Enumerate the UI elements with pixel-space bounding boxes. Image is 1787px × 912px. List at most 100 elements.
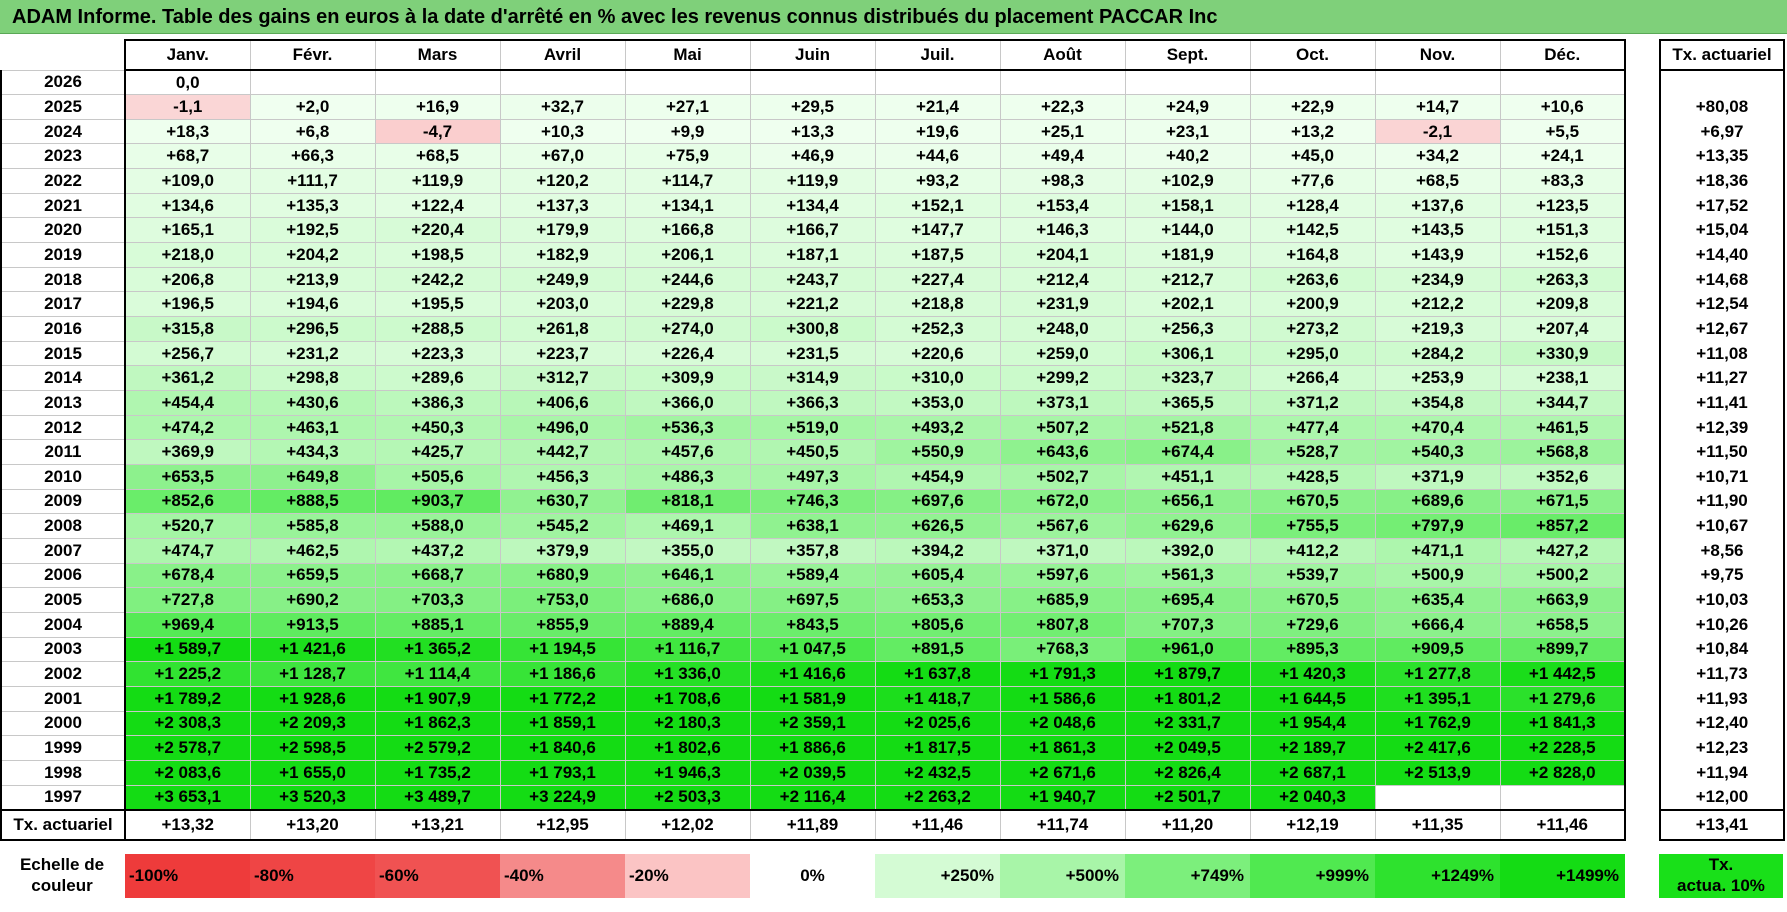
tx-actuariel-table: Tx. actuariel +80,08 +6,97 +13,35 +18,36 +17…	[1659, 39, 1785, 841]
gain-cell: +888,5	[249, 488, 376, 515]
table-row: 2018 +206,8 +213,9 +242,2 +249,9 +244,6 +243,7…	[0, 266, 1626, 293]
month-header-3: Mars	[374, 39, 501, 71]
gain-cell: +68,5	[1374, 168, 1501, 194]
legend-swatch: -80%	[250, 854, 375, 898]
gain-cell: +697,6	[874, 488, 1001, 515]
gain-cell: +365,5	[1124, 390, 1251, 416]
gain-cell: +22,9	[1249, 94, 1376, 120]
gain-cell: +663,9	[1499, 587, 1626, 613]
gain-cell: +10,6	[1499, 94, 1626, 120]
gain-cell: +146,3	[999, 217, 1126, 244]
legend-tx-line2: actua. 10%	[1677, 876, 1765, 895]
gain-cell: +164,8	[1249, 242, 1376, 268]
gain-cell: +1 644,5	[1249, 685, 1376, 712]
gain-cell: +539,7	[1249, 562, 1376, 589]
legend-swatch: +250%	[875, 854, 1000, 898]
gain-cell: +67,0	[499, 143, 626, 170]
gain-cell: +2 039,5	[749, 759, 876, 786]
gain-cell: +134,1	[624, 192, 751, 219]
year-label: 2003	[0, 636, 126, 663]
tx-cell: +12,54	[1659, 291, 1785, 318]
gain-cell: +77,6	[1249, 168, 1376, 194]
gain-cell: +1 841,3	[1499, 710, 1626, 737]
gain-cell: +685,9	[999, 587, 1126, 613]
gain-cell: +2 671,6	[999, 759, 1126, 786]
gain-cell: +6,8	[249, 118, 376, 145]
gain-cell: +355,0	[624, 537, 751, 564]
gain-cell: +561,3	[1124, 562, 1251, 589]
gain-cell: +366,3	[749, 390, 876, 416]
gain-cell: +1 194,5	[499, 636, 626, 663]
gain-cell: +306,1	[1124, 340, 1251, 367]
footer-tx-cell: +11,46	[1499, 808, 1626, 841]
gain-cell: +425,7	[374, 439, 501, 465]
year-label: 1999	[0, 735, 126, 761]
gain-cell: +2 040,3	[1249, 784, 1376, 811]
gain-cell: +805,6	[874, 611, 1001, 638]
gain-cell: +727,8	[124, 587, 251, 613]
gain-cell: +242,2	[374, 266, 501, 293]
gain-cell: +253,9	[1374, 365, 1501, 392]
gain-cell: +471,1	[1374, 537, 1501, 564]
gain-cell: +454,4	[124, 390, 251, 416]
gain-cell: +818,1	[624, 488, 751, 515]
tx-cell: +11,50	[1659, 439, 1785, 465]
gain-cell: +182,9	[499, 242, 626, 268]
gain-cell: +231,2	[249, 340, 376, 367]
gain-cell: +218,8	[874, 291, 1001, 318]
tx-cell: +11,41	[1659, 390, 1785, 416]
gain-cell: -2,1	[1374, 118, 1501, 145]
gain-cell: +134,4	[749, 192, 876, 219]
gain-cell: +142,5	[1249, 217, 1376, 244]
gain-cell: +229,8	[624, 291, 751, 318]
tx-cell: +14,40	[1659, 242, 1785, 268]
month-header-2: Févr.	[249, 39, 376, 71]
gain-cell: +288,5	[374, 316, 501, 342]
gain-cell: +437,2	[374, 537, 501, 564]
gain-cell: +114,7	[624, 168, 751, 194]
gain-cell	[1374, 69, 1501, 96]
table-row: 2009 +852,6 +888,5 +903,7 +630,7 +818,1 +746,3…	[0, 488, 1626, 515]
gain-cell: +1 946,3	[624, 759, 751, 786]
gain-cell	[874, 69, 1001, 96]
gain-cell: +1 416,6	[749, 661, 876, 687]
table-row: 1998 +2 083,6 +1 655,0 +1 735,2 +1 793,1 +1 9…	[0, 759, 1626, 786]
gain-cell: +218,0	[124, 242, 251, 268]
legend-label-line2: couleur	[31, 876, 93, 895]
gain-cell: +2 331,7	[1124, 710, 1251, 737]
gain-cell: +309,9	[624, 365, 751, 392]
gain-cell: +128,4	[1249, 192, 1376, 219]
table-row: 1997 +3 653,1 +3 520,3 +3 489,7 +3 224,9 +2 5…	[0, 784, 1626, 811]
gain-cell: +13,3	[749, 118, 876, 145]
year-label: 2017	[0, 291, 126, 318]
gain-cell: +330,9	[1499, 340, 1626, 367]
gain-cell: +807,8	[999, 611, 1126, 638]
gain-cell	[1374, 784, 1501, 811]
year-label: 2007	[0, 537, 126, 564]
gain-cell: +24,9	[1124, 94, 1251, 120]
year-label: 1997	[0, 784, 126, 811]
gain-cell: +695,4	[1124, 587, 1251, 613]
gain-cell: +536,3	[624, 414, 751, 441]
gain-cell: +768,3	[999, 636, 1126, 663]
gain-cell	[1249, 69, 1376, 96]
gain-cell: +497,3	[749, 464, 876, 490]
gain-cell: +707,3	[1124, 611, 1251, 638]
gain-cell: +1 789,2	[124, 685, 251, 712]
gain-cell: +314,9	[749, 365, 876, 392]
gain-cell: +567,6	[999, 513, 1126, 539]
gain-cell: +1 907,9	[374, 685, 501, 712]
gain-cell: +2,0	[249, 94, 376, 120]
gain-cell: +2 826,4	[1124, 759, 1251, 786]
gain-cell: +755,5	[1249, 513, 1376, 539]
gain-cell: +638,1	[749, 513, 876, 539]
gain-cell: +93,2	[874, 168, 1001, 194]
month-header-12: Déc.	[1499, 39, 1626, 71]
gain-cell: +1 336,0	[624, 661, 751, 687]
table-row: 2013 +454,4 +430,6 +386,3 +406,6 +366,0 +366,3…	[0, 390, 1626, 416]
gain-cell: +2 083,6	[124, 759, 251, 786]
gain-cell: +2 308,3	[124, 710, 251, 737]
gain-cell: +1 802,6	[624, 735, 751, 761]
gain-cell: +352,6	[1499, 464, 1626, 490]
gain-cell: +379,9	[499, 537, 626, 564]
